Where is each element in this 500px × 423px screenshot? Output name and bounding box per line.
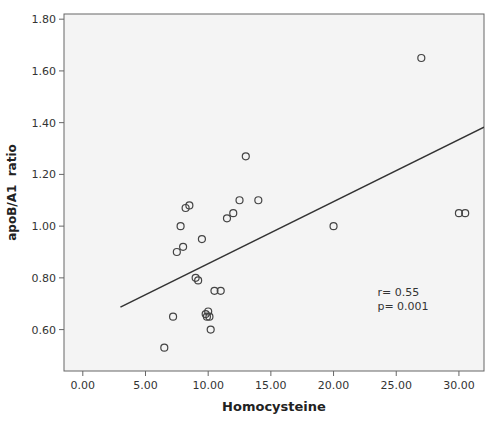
scatter-point [170, 313, 177, 320]
scatter-point [242, 153, 249, 160]
scatter-point [236, 197, 243, 204]
scatter-point [177, 223, 184, 230]
y-tick-label: 0.60 [32, 324, 57, 337]
x-tick-label: 20.00 [318, 379, 350, 392]
scatter-point [462, 210, 469, 217]
regression-line [120, 127, 484, 307]
annotation-line: p= 0.001 [377, 300, 428, 313]
x-axis-label: Homocysteine [222, 399, 326, 414]
annotation: r= 0.55p= 0.001 [377, 286, 428, 313]
plot-frame [64, 14, 484, 371]
scatter-point [195, 277, 202, 284]
x-tick [82, 371, 83, 376]
y-tick [59, 70, 64, 71]
scatter-point [330, 223, 337, 230]
scatter-point [198, 236, 205, 243]
scatter-point [418, 54, 425, 61]
axes: 0.00 5.00 10.00 15.00 20.00 25.00 30.00 0.60 0.8… [32, 13, 475, 392]
y-tick-label: 1.00 [32, 220, 57, 233]
scatter-point [207, 326, 214, 333]
scatter-point [186, 202, 193, 209]
x-tick-label: 15.00 [255, 379, 287, 392]
plot-background [64, 14, 484, 371]
scatter-point [206, 313, 213, 320]
scatter-point [255, 197, 262, 204]
y-tick [59, 329, 64, 330]
x-tick-label: 25.00 [380, 379, 412, 392]
y-tick-label: 1.60 [32, 65, 57, 78]
x-tick [333, 371, 334, 376]
y-tick [59, 226, 64, 227]
x-tick [270, 371, 271, 376]
scatter-point [223, 215, 230, 222]
scatter-point [180, 243, 187, 250]
chart: 0.00 5.00 10.00 15.00 20.00 25.00 30.00 0.60 0.8… [0, 0, 500, 423]
x-tick [145, 371, 146, 376]
scatter-point [230, 210, 237, 217]
x-tick [458, 371, 459, 376]
y-tick-label: 1.40 [32, 117, 57, 130]
x-tick [208, 371, 209, 376]
y-axis-label: apoB/A1 ratio [5, 144, 19, 241]
scatter-point [173, 249, 180, 256]
y-tick-label: 1.20 [32, 168, 57, 181]
x-tick-label: 30.00 [443, 379, 475, 392]
y-tick [59, 174, 64, 175]
scatter-point [161, 344, 168, 351]
scatter-point [217, 287, 224, 294]
y-tick [59, 277, 64, 278]
y-tick-label: 1.80 [32, 13, 57, 26]
y-tick [59, 19, 64, 20]
x-tick-label: 5.00 [133, 379, 158, 392]
marks [120, 54, 484, 351]
annotation-line: r= 0.55 [377, 286, 419, 299]
x-tick-label: 0.00 [71, 379, 96, 392]
x-tick-label: 10.00 [192, 379, 224, 392]
y-tick-label: 0.80 [32, 272, 57, 285]
y-tick [59, 122, 64, 123]
x-tick [396, 371, 397, 376]
